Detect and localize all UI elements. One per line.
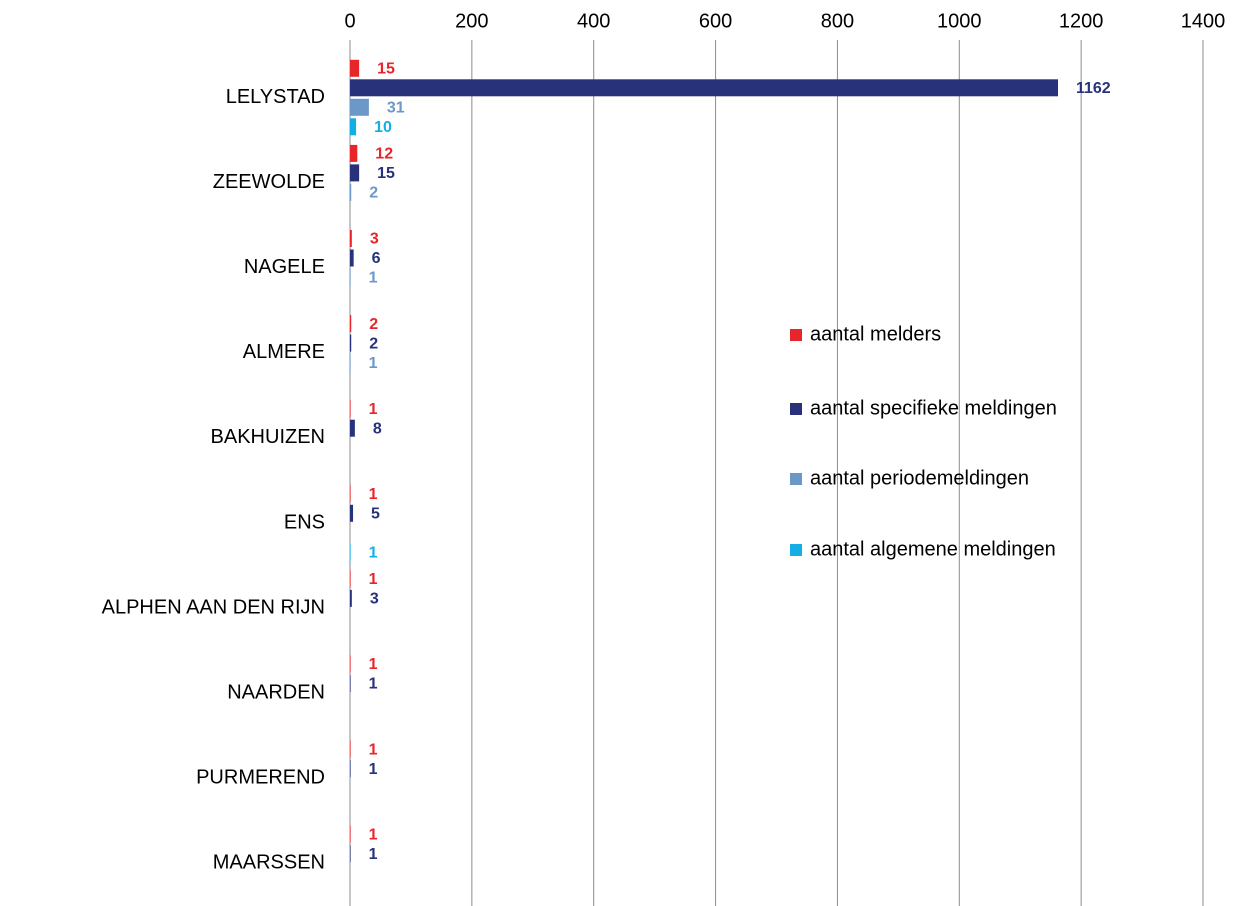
bar: [350, 504, 354, 522]
data-label: 1: [369, 741, 378, 758]
data-label: 1: [369, 826, 378, 843]
bar: [350, 59, 360, 77]
bar: [350, 825, 351, 843]
data-label: 10: [374, 119, 392, 136]
bar: [350, 419, 355, 437]
data-label: 1: [369, 401, 378, 418]
bar: [350, 485, 351, 503]
x-tick-label: 1200: [1059, 10, 1104, 32]
bar: [350, 315, 352, 333]
bar: [350, 589, 352, 607]
data-label: 12: [375, 146, 393, 163]
bar: [350, 845, 351, 863]
legend-label: aantal periodemeldingen: [810, 467, 1029, 489]
data-label: 3: [370, 231, 379, 248]
data-label: 1: [369, 571, 378, 588]
y-tick-label: ALPHEN AAN DEN RIJN: [102, 596, 325, 618]
data-label: 1: [369, 761, 378, 778]
data-label: 2: [369, 335, 378, 352]
data-label: 15: [377, 61, 395, 78]
bar: [350, 98, 369, 116]
legend-label: aantal algemene meldingen: [810, 538, 1056, 560]
x-tick-label: 1400: [1181, 10, 1226, 32]
data-label: 3: [370, 591, 379, 608]
data-label: 1: [369, 355, 378, 372]
data-label: 6: [372, 250, 381, 267]
data-label: 8: [373, 420, 382, 437]
bar: [350, 118, 357, 136]
legend-label: aantal melders: [810, 323, 941, 345]
bar: [350, 570, 351, 588]
legend-swatch: [790, 473, 802, 485]
data-label: 1162: [1076, 80, 1111, 97]
data-label: 1: [369, 486, 378, 503]
data-label: 1: [369, 656, 378, 673]
legend-swatch: [790, 544, 802, 556]
legend-label: aantal specifieke meldingen: [810, 397, 1057, 419]
bar: [350, 400, 351, 418]
data-label: 2: [369, 316, 378, 333]
y-tick-label: ENS: [284, 511, 325, 533]
x-tick-label: 1000: [937, 10, 982, 32]
y-tick-label: ALMERE: [243, 341, 325, 363]
bar: [350, 79, 1058, 97]
bar: [350, 675, 351, 692]
x-tick-label: 600: [699, 10, 732, 32]
x-tick-label: 400: [577, 10, 610, 32]
data-label: 1: [369, 270, 378, 287]
y-tick-label: LELYSTAD: [226, 86, 325, 108]
legend-swatch: [790, 329, 802, 341]
bar: [350, 230, 352, 247]
bar: [350, 760, 351, 778]
y-tick-label: NAGELE: [244, 256, 325, 278]
x-tick-label: 800: [821, 10, 854, 32]
y-tick-label: PURMEREND: [196, 767, 325, 789]
x-tick-label: 200: [455, 10, 488, 32]
bar: [350, 334, 352, 352]
y-tick-label: MAARSSEN: [213, 852, 325, 874]
legend-swatch: [790, 403, 802, 415]
y-tick-label: BAKHUIZEN: [211, 426, 325, 448]
data-label: 15: [377, 165, 395, 182]
bar: [350, 164, 360, 182]
y-tick-label: ZEEWOLDE: [213, 171, 325, 193]
data-label: 2: [369, 185, 378, 202]
data-label: 31: [387, 100, 405, 117]
bar: [350, 183, 352, 201]
data-label: 1: [369, 545, 378, 562]
data-label: 5: [371, 506, 380, 523]
data-label: 1: [369, 676, 378, 693]
y-tick-label: NAARDEN: [227, 682, 325, 704]
data-label: 1: [369, 846, 378, 863]
bar: [350, 354, 351, 372]
x-tick-label: 0: [344, 10, 355, 32]
bar: [350, 269, 351, 286]
bar: [350, 740, 351, 758]
bar: [350, 249, 354, 267]
bar: [350, 543, 351, 561]
bar: [350, 655, 351, 673]
bar: [350, 144, 358, 162]
